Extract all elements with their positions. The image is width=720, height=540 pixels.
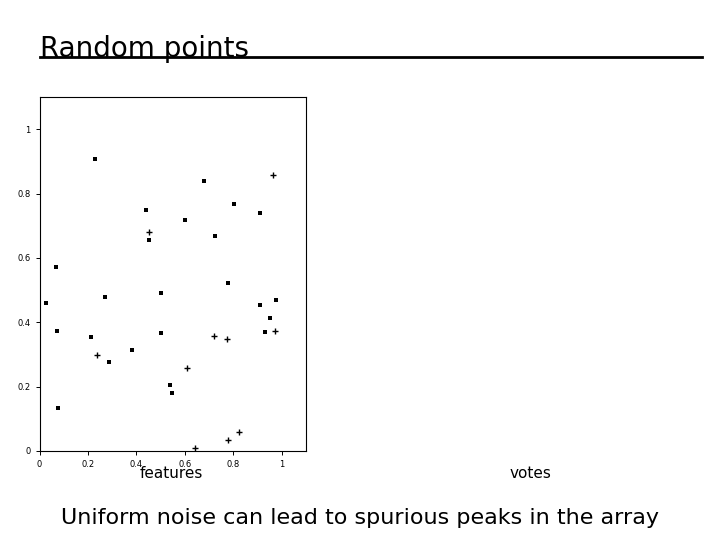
Text: features: features — [140, 466, 203, 481]
Text: Random points: Random points — [40, 35, 248, 63]
Text: Uniform noise can lead to spurious peaks in the array: Uniform noise can lead to spurious peaks… — [61, 508, 659, 528]
Text: votes: votes — [510, 466, 552, 481]
